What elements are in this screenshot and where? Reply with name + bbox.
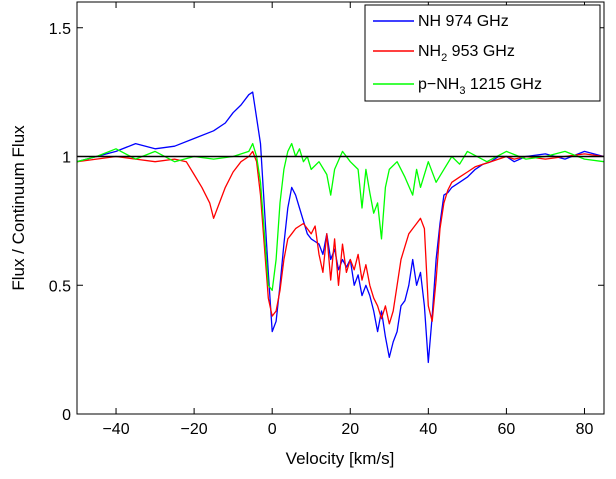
- y-tick-label: 1.5: [49, 21, 71, 38]
- y-axis-ticks: 0 0.5 1 1.5: [49, 21, 604, 424]
- y-tick-label: 0: [62, 407, 71, 424]
- plot-frame: [76, 1, 605, 415]
- series-line-2: [77, 150, 604, 325]
- legend: NH 974 GHz NH2 953 GHz p−NH3 1215 GHz: [364, 4, 601, 102]
- x-tick-label: −40: [102, 421, 129, 438]
- legend-label-2: NH2 953 GHz: [418, 43, 515, 64]
- legend-label-1: NH 974 GHz: [418, 13, 509, 30]
- series-line-3: [77, 142, 604, 292]
- y-tick-label: 1: [62, 150, 71, 167]
- series-line-1: [77, 91, 604, 364]
- y-tick-label: 0.5: [49, 278, 71, 295]
- x-tick-label: 0: [268, 421, 277, 438]
- x-tick-label: 60: [498, 421, 516, 438]
- y-axis-label: Flux / Continuum Flux: [9, 125, 28, 291]
- x-tick-label: 40: [419, 421, 437, 438]
- x-tick-label: 80: [576, 421, 594, 438]
- legend-label-3: p−NH3 1215 GHz: [418, 76, 542, 97]
- x-axis-label: Velocity [km/s]: [286, 449, 395, 468]
- x-tick-label: 20: [341, 421, 359, 438]
- x-axis-ticks: −40 −20 0 20 40 60 80: [102, 2, 593, 438]
- series-layer: [77, 91, 604, 364]
- x-tick-label: −20: [181, 421, 208, 438]
